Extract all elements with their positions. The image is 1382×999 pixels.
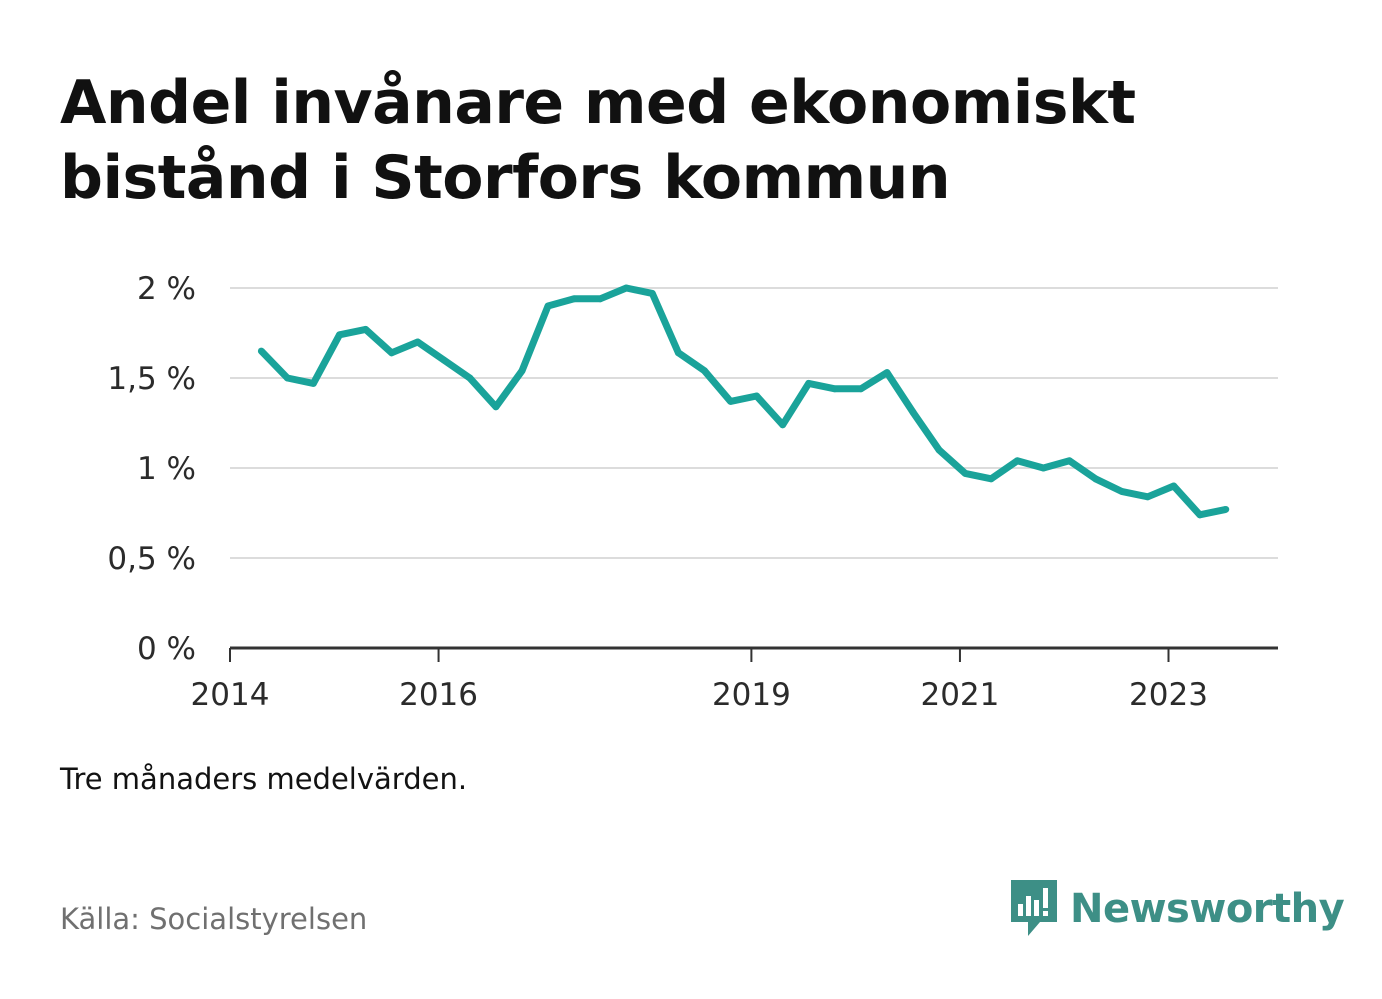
data-point (570, 295, 578, 303)
data-point (596, 295, 604, 303)
data-point (1039, 464, 1047, 472)
data-point (857, 385, 865, 393)
data-point (701, 367, 708, 375)
newsworthy-logo-icon (1011, 880, 1057, 936)
x-tick-label: 2019 (712, 677, 791, 713)
brand-logo[interactable]: Newsworthy (1008, 878, 1345, 940)
x-axis: 2014 2016 2019 2021 2023 (191, 646, 1278, 713)
data-point (414, 338, 422, 346)
data-point (388, 349, 396, 357)
data-point (544, 302, 552, 310)
brand-name: Newsworthy (1070, 886, 1345, 932)
data-point (961, 470, 969, 477)
grid-lines (230, 287, 1278, 559)
data-point (987, 475, 995, 483)
data-point (1144, 493, 1152, 501)
data-point (622, 284, 630, 292)
data-point (1222, 506, 1230, 513)
y-tick-label: 1,5 % (107, 361, 196, 397)
data-point (1196, 511, 1204, 519)
data-point (283, 374, 291, 382)
data-point (492, 403, 500, 411)
data-point (753, 392, 761, 400)
data-point (883, 369, 891, 376)
y-tick-label: 0,5 % (107, 541, 196, 577)
data-point (674, 349, 682, 357)
data-point (440, 356, 448, 364)
y-axis-tick-labels: 0 % 0,5 % 1 % 1,5 % 2 % (107, 271, 196, 667)
data-point (1066, 457, 1073, 465)
data-point (831, 385, 839, 393)
data-point (1170, 482, 1178, 490)
x-tick-label: 2021 (920, 677, 999, 713)
data-point (257, 347, 265, 355)
source-credit: Källa: Socialstyrelsen (60, 902, 368, 936)
data-point (518, 367, 526, 375)
data-point (1013, 457, 1021, 465)
data-point (779, 421, 787, 429)
data-point (1092, 475, 1099, 483)
y-tick-label: 1 % (137, 451, 196, 487)
data-point (336, 331, 343, 339)
y-tick-label: 2 % (137, 271, 196, 307)
series-line (258, 284, 1227, 519)
y-tick-label: 0 % (137, 631, 196, 667)
data-point (310, 380, 317, 387)
chart-note: Tre månaders medelvärden. (60, 762, 468, 796)
data-point (805, 380, 813, 387)
data-point (909, 408, 917, 416)
data-point (648, 290, 656, 297)
chart-title: Andel invånare med ekonomiskt bistånd i … (60, 68, 1136, 213)
data-point (466, 374, 474, 382)
x-tick-label: 2023 (1129, 677, 1208, 713)
data-series (257, 284, 1230, 519)
x-tick-label: 2014 (191, 677, 270, 713)
x-tick-label: 2016 (399, 677, 478, 713)
line-chart: 0 % 0,5 % 1 % 1,5 % 2 % 2014 2016 2019 2021 2023 (107, 271, 1278, 713)
data-point (935, 446, 943, 454)
data-point (1118, 488, 1125, 495)
data-point (362, 326, 369, 333)
data-point (727, 398, 734, 405)
